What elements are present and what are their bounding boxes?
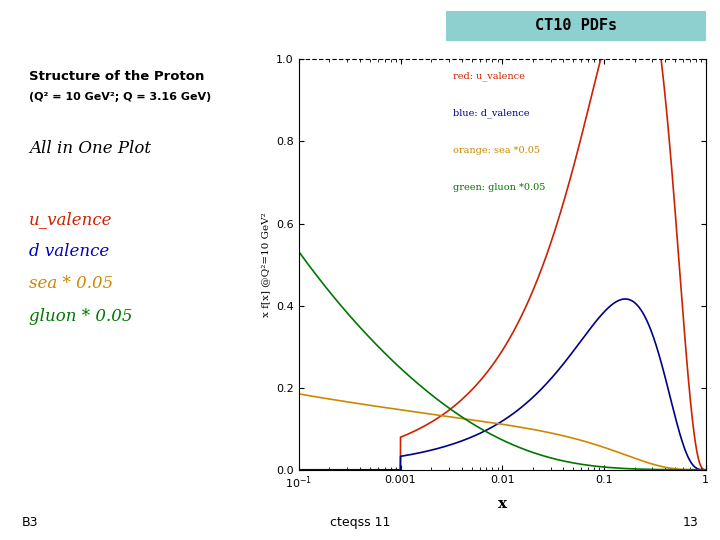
- Text: blue: d_valence: blue: d_valence: [454, 109, 530, 118]
- Y-axis label: x f[x] @Q²=10 GeV²: x f[x] @Q²=10 GeV²: [261, 212, 271, 317]
- Text: B3: B3: [22, 516, 38, 529]
- X-axis label: x: x: [498, 497, 507, 511]
- Text: CT10 PDFs: CT10 PDFs: [535, 18, 617, 33]
- Text: (Q² = 10 GeV²; Q = 3.16 GeV): (Q² = 10 GeV²; Q = 3.16 GeV): [29, 92, 211, 102]
- Text: d valence: d valence: [29, 243, 109, 260]
- Text: cteqss 11: cteqss 11: [330, 516, 390, 529]
- Text: Structure of the Proton: Structure of the Proton: [29, 70, 204, 83]
- Text: u_valence: u_valence: [29, 211, 112, 227]
- Text: All in One Plot: All in One Plot: [29, 140, 150, 157]
- Text: gluon * 0.05: gluon * 0.05: [29, 308, 132, 325]
- Text: orange: sea *0.05: orange: sea *0.05: [454, 146, 541, 154]
- Text: sea * 0.05: sea * 0.05: [29, 275, 113, 292]
- Text: green: gluon *0.05: green: gluon *0.05: [454, 183, 546, 192]
- Text: 13: 13: [683, 516, 698, 529]
- Text: red: u_valence: red: u_valence: [454, 72, 526, 82]
